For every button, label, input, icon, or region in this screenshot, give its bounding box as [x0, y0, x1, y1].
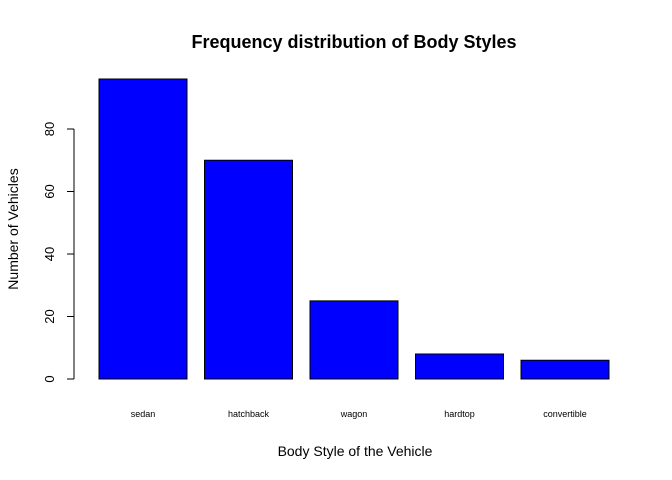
bar-hatchback [204, 159, 293, 380]
y-tick-label: 0 [42, 375, 57, 382]
x-tick-label-hardtop: hardtop [444, 409, 475, 419]
x-tick-label-convertible: convertible [543, 409, 587, 419]
y-tick-label: 80 [42, 122, 57, 136]
y-axis-title: Number of Vehicles [5, 168, 21, 289]
y-axis: 0 20 40 60 80 [42, 122, 75, 383]
bars-group [98, 78, 610, 380]
y-tick-label: 40 [42, 247, 57, 261]
bar-wagon [309, 300, 399, 380]
bar-sedan [98, 78, 188, 380]
x-tick-label-sedan: sedan [131, 409, 156, 419]
x-axis-title: Body Style of the Vehicle [278, 443, 433, 459]
chart-title: Frequency distribution of Body Styles [191, 32, 516, 52]
x-tick-label-wagon: wagon [340, 409, 368, 419]
bar-convertible [520, 359, 610, 380]
bar-hardtop [415, 353, 504, 380]
x-tick-label-hatchback: hatchback [228, 409, 270, 419]
x-axis-category-labels: sedan hatchback wagon hardtop convertible [131, 409, 587, 419]
y-tick-label: 20 [42, 309, 57, 323]
y-tick-label: 60 [42, 184, 57, 198]
